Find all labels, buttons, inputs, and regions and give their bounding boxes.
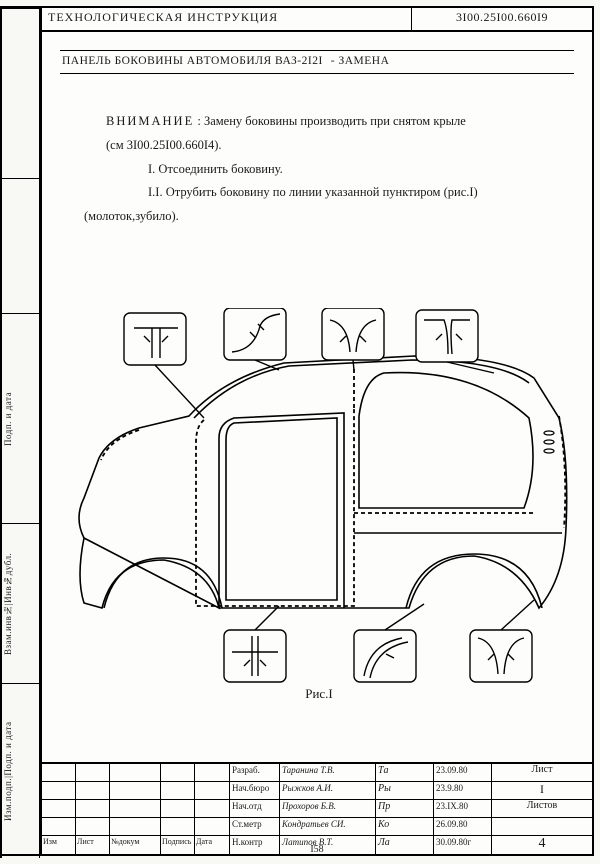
title-suffix: - ЗАМЕНА (331, 55, 390, 67)
tail-4: 4 (492, 836, 592, 854)
figure-1: Рис.I (54, 308, 584, 708)
sig-2: Пр (376, 800, 434, 817)
name-1: Рыжков А.И. (280, 782, 376, 799)
sig-4: Ла (376, 836, 434, 854)
col-list: Лист (76, 836, 110, 854)
col-docnum: №докум (110, 836, 161, 854)
name-0: Таранина Т.В. (280, 764, 376, 781)
car-body-diagram (54, 308, 584, 708)
body-text: ВНИМАНИЕ : Замену боковины производить п… (84, 110, 570, 229)
role-1: Нач.бюро (230, 782, 280, 799)
title-stamp: Разраб. Таранина Т.В. Тa 23.09.80 Лист Н… (42, 762, 592, 854)
tail-1: I (492, 782, 592, 799)
tail-2: Листов (492, 800, 592, 817)
lm-cell: Взам.инв№|Инв№дубл. (0, 523, 40, 683)
role-3: Ст.метр (230, 818, 280, 835)
role-2: Нач.отд (230, 800, 280, 817)
col-sign: Подпись (161, 836, 195, 854)
date-3: 26.09.80 (434, 818, 492, 835)
page-number: I58 (310, 844, 323, 855)
lm-cell (0, 8, 40, 178)
date-0: 23.09.80 (434, 764, 492, 781)
role-0: Разраб. (230, 764, 280, 781)
sig-3: Ко (376, 818, 434, 835)
document-frame: ТЕХНОЛОГИЧЕСКАЯ ИНСТРУКЦИЯ 3I00.25I00.66… (40, 6, 594, 856)
title-prefix: ПАНЕЛЬ БОКОВИНЫ АВТОМОБИЛЯ ВАЗ-2I2I (62, 55, 323, 67)
left-margin-stamp: Подп. и дата Взам.инв№|Инв№дубл. Изм.под… (0, 6, 40, 856)
tools: (молоток,зубило). (84, 209, 179, 223)
date-4: 30.09.80г (434, 836, 492, 854)
col-izm: Изм (42, 836, 76, 854)
doc-number: 3I00.25I00.660I9 (412, 8, 592, 30)
attention-text: : Замену боковины производить при снятом… (197, 114, 466, 128)
doc-type: ТЕХНОЛОГИЧЕСКАЯ ИНСТРУКЦИЯ (42, 8, 412, 30)
name-3: Кондратьев СИ. (280, 818, 376, 835)
title-block: ПАНЕЛЬ БОКОВИНЫ АВТОМОБИЛЯ ВАЗ-2I2I - ЗА… (60, 50, 574, 74)
name-4: Латипов В.Т. (280, 836, 376, 854)
header-row: ТЕХНОЛОГИЧЕСКАЯ ИНСТРУКЦИЯ 3I00.25I00.66… (42, 8, 592, 32)
date-2: 23.IX.80 (434, 800, 492, 817)
lm-cell (0, 178, 40, 313)
sig-0: Тa (376, 764, 434, 781)
step-1-1: I.I. Отрубить боковину по линии указанно… (148, 185, 478, 199)
tail-3 (492, 818, 592, 835)
attention-label: ВНИМАНИЕ (106, 114, 194, 128)
role-4: Н.контр (230, 836, 280, 854)
col-date: Дата (195, 836, 229, 854)
date-1: 23.9.80 (434, 782, 492, 799)
figure-caption: Рис.I (54, 686, 584, 702)
reference: (см 3I00.25I00.660I4). (106, 138, 222, 152)
sig-1: Ры (376, 782, 434, 799)
step-1: I. Отсоединить боковину. (148, 162, 283, 176)
lm-cell: Изм.подп.|Подп. и дата (0, 683, 40, 858)
tail-0: Лист (492, 764, 592, 781)
name-2: Прохоров Б.В. (280, 800, 376, 817)
lm-cell: Подп. и дата (0, 313, 40, 523)
